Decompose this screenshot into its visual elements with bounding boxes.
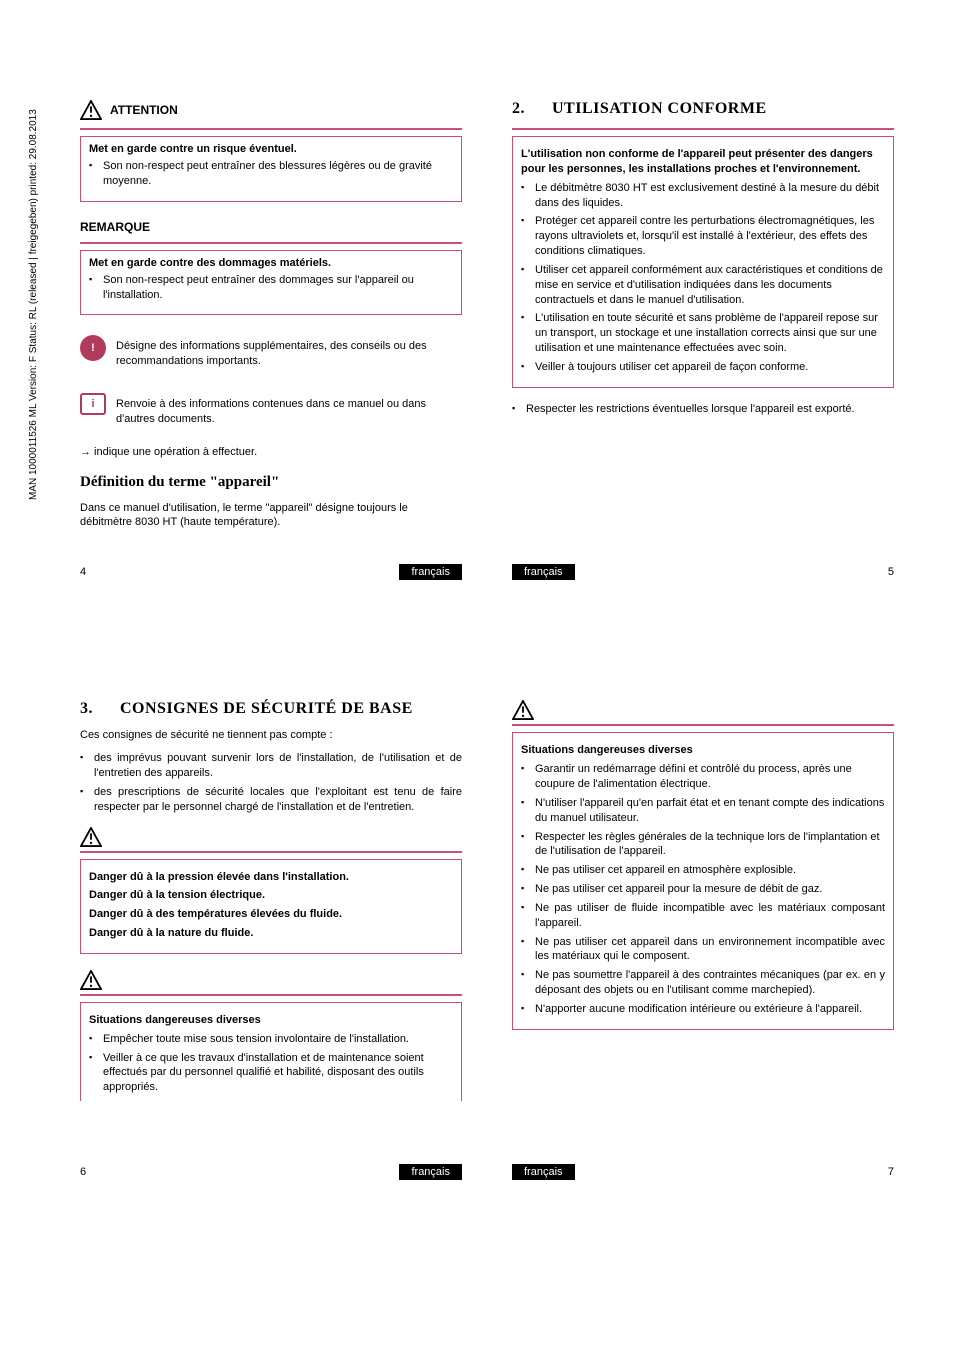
divider [80, 994, 462, 996]
page-4: ATTENTION Met en garde contre un risque … [80, 100, 462, 580]
danger-line: Danger dû à des températures élevées du … [89, 907, 453, 922]
page-number: 4 [80, 566, 86, 578]
danger-line: Danger dû à la tension électrique. [89, 888, 453, 903]
list-item: Respecter les restrictions éventuelles l… [512, 402, 894, 417]
page-5: 2. UTILISATION CONFORME L'utilisation no… [512, 100, 894, 580]
remarque-box: Met en garde contre des dommages matérie… [80, 250, 462, 316]
page-7: Situations dangereuses diverses Garantir… [512, 700, 894, 1180]
attention-heading: ATTENTION [80, 100, 462, 120]
usage-intro: L'utilisation non conforme de l'appareil… [521, 147, 885, 177]
list-item: Protéger cet appareil contre les perturb… [521, 214, 885, 259]
lang-tag: français [399, 564, 462, 580]
danger-box: Danger dû à la pression élevée dans l'in… [80, 859, 462, 954]
list-item: Utiliser cet appareil conformément aux c… [521, 263, 885, 308]
definition-heading: Définition du terme "appareil" [80, 474, 462, 491]
list-item: N'utiliser l'appareil qu'en parfait état… [521, 796, 885, 826]
divider [80, 851, 462, 853]
section-number: 3. [80, 700, 102, 718]
page-number: 7 [888, 1166, 894, 1178]
remarque-heading: REMARQUE [80, 220, 462, 234]
list-item: Veiller à toujours utiliser cet appareil… [521, 360, 885, 375]
page-number: 5 [888, 566, 894, 578]
section-title: CONSIGNES DE SÉCURITÉ DE BASE [120, 700, 413, 718]
list-item: Veiller à ce que les travaux d'installat… [89, 1051, 453, 1096]
usage-box: L'utilisation non conforme de l'appareil… [512, 136, 894, 388]
info-text: Désigne des informations supplémentaires… [116, 339, 462, 369]
usage-list-2: Respecter les restrictions éventuelles l… [512, 398, 894, 421]
page-footer: 6 français [80, 1134, 462, 1180]
warning-icon [80, 827, 102, 847]
section-title: UTILISATION CONFORME [552, 100, 767, 118]
list-item: Ne pas soumettre l'appareil à des contra… [521, 968, 885, 998]
list-item: des imprévus pouvant survenir lors de l'… [80, 751, 462, 781]
attention-box-item: Son non-respect peut entraîner des bless… [89, 159, 453, 189]
page-number: 6 [80, 1166, 86, 1178]
doc-text: Renvoie à des informations contenues dan… [116, 397, 462, 427]
divider [512, 128, 894, 130]
list-item: Le débitmètre 8030 HT est exclusivement … [521, 181, 885, 211]
document-page: ATTENTION Met en garde contre un risque … [0, 0, 954, 1220]
side-print-label: MAN 1000011526 ML Version: F Status: RL … [28, 109, 39, 500]
remarque-box-item: Son non-respect peut entraîner des domma… [89, 273, 453, 303]
list-item: N'apporter aucune modification intérieur… [521, 1002, 885, 1017]
lang-tag: français [512, 564, 575, 580]
list-item: Ne pas utiliser de fluide incompatible a… [521, 901, 885, 931]
section-3-heading: 3. CONSIGNES DE SÉCURITÉ DE BASE [80, 700, 462, 718]
list-item: Ne pas utiliser cet appareil en atmosphè… [521, 863, 885, 878]
doc-note: i Renvoie à des informations contenues d… [80, 393, 462, 431]
attention-box-title: Met en garde contre un risque éventuel. [89, 143, 453, 155]
situations-title: Situations dangereuses diverses [89, 1013, 453, 1028]
page-6: 3. CONSIGNES DE SÉCURITÉ DE BASE Ces con… [80, 700, 462, 1180]
warning-icon [80, 100, 102, 120]
section-number: 2. [512, 100, 534, 118]
section-2-heading: 2. UTILISATION CONFORME [512, 100, 894, 118]
danger-line: Danger dû à la pression élevée dans l'in… [89, 870, 453, 885]
definition-text: Dans ce manuel d'utilisation, le terme "… [80, 501, 462, 531]
list-item: des prescriptions de sécurité locales qu… [80, 785, 462, 815]
arrow-line: → indique une opération à effectuer. [80, 445, 462, 460]
situations-box: Situations dangereuses diverses Empêcher… [80, 1002, 462, 1101]
warning-icon [80, 970, 102, 990]
info-icon: ! [80, 335, 106, 361]
situations-box-7: Situations dangereuses diverses Garantir… [512, 732, 894, 1030]
warning-icon [512, 700, 534, 720]
page-footer: français 5 [512, 534, 894, 580]
doc-icon: i [80, 393, 106, 415]
list-item: Ne pas utiliser cet appareil dans un env… [521, 935, 885, 965]
page-footer: français 7 [512, 1134, 894, 1180]
attention-box: Met en garde contre un risque éventuel. … [80, 136, 462, 202]
list-item: Ne pas utiliser cet appareil pour la mes… [521, 882, 885, 897]
attention-label: ATTENTION [110, 103, 178, 117]
situations-title: Situations dangereuses diverses [521, 743, 885, 758]
intro-list: des imprévus pouvant survenir lors de l'… [80, 747, 462, 818]
section-3-intro: Ces consignes de sécurité ne tiennent pa… [80, 728, 462, 743]
page-footer: 4 français [80, 534, 462, 580]
usage-list: Le débitmètre 8030 HT est exclusivement … [521, 181, 885, 375]
danger-line: Danger dû à la nature du fluide. [89, 926, 453, 941]
remarque-box-title: Met en garde contre des dommages matérie… [89, 257, 453, 269]
divider [512, 724, 894, 726]
divider [80, 242, 462, 244]
info-note: ! Désigne des informations supplémentair… [80, 335, 462, 373]
list-item: Respecter les règles générales de la tec… [521, 830, 885, 860]
lang-tag: français [399, 1164, 462, 1180]
list-item: Empêcher toute mise sous tension involon… [89, 1032, 453, 1047]
list-item: Garantir un redémarrage défini et contrô… [521, 762, 885, 792]
list-item: L'utilisation en toute sécurité et sans … [521, 311, 885, 356]
lang-tag: français [512, 1164, 575, 1180]
divider [80, 128, 462, 130]
